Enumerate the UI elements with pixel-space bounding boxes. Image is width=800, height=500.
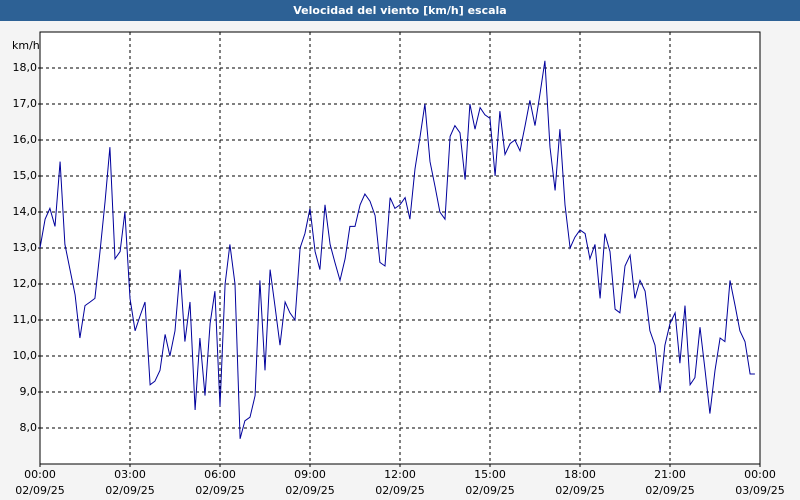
y-tick-label: 12,0 <box>13 277 38 290</box>
y-tick-label: 8,0 <box>20 421 38 434</box>
x-tick-label: 02/09/25 <box>645 484 694 497</box>
x-tick-label: 02/09/25 <box>285 484 334 497</box>
x-tick-label: 15:00 <box>474 468 506 481</box>
x-tick-label: 00:00 <box>744 468 776 481</box>
y-tick-label: 11,0 <box>13 313 38 326</box>
x-tick-label: 02/09/25 <box>105 484 154 497</box>
y-tick-label: 17,0 <box>13 97 38 110</box>
x-tick-label: 03/09/25 <box>735 484 784 497</box>
x-tick-label: 00:00 <box>24 468 56 481</box>
x-tick-label: 02/09/25 <box>195 484 244 497</box>
y-tick-label: 14,0 <box>13 205 38 218</box>
y-axis-label: km/h <box>12 39 40 52</box>
x-tick-label: 09:00 <box>294 468 326 481</box>
x-tick-label: 03:00 <box>114 468 146 481</box>
x-tick-label: 02/09/25 <box>375 484 424 497</box>
x-tick-label: 18:00 <box>564 468 596 481</box>
y-tick-label: 10,0 <box>13 349 38 362</box>
y-tick-label: 9,0 <box>20 385 38 398</box>
chart-title: Velocidad del viento [km/h] escala <box>293 4 506 17</box>
x-tick-label: 21:00 <box>654 468 686 481</box>
y-tick-label: 13,0 <box>13 241 38 254</box>
x-tick-label: 02/09/25 <box>15 484 64 497</box>
y-tick-label: 16,0 <box>13 133 38 146</box>
x-tick-label: 02/09/25 <box>465 484 514 497</box>
x-tick-label: 06:00 <box>204 468 236 481</box>
title-bar <box>0 0 800 21</box>
x-tick-label: 12:00 <box>384 468 416 481</box>
x-tick-label: 02/09/25 <box>555 484 604 497</box>
y-tick-label: 18,0 <box>13 61 38 74</box>
y-tick-label: 15,0 <box>13 169 38 182</box>
data-line <box>39 60 755 439</box>
